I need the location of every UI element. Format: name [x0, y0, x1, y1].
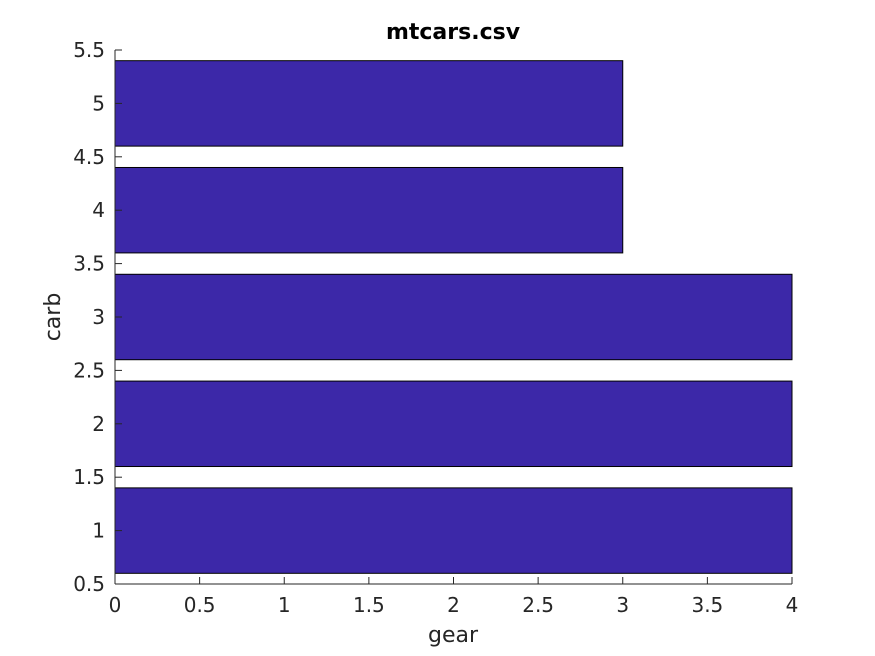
x-tick-label: 1.5: [353, 593, 385, 617]
bar-carb-2: [114, 380, 793, 468]
x-ticks-group: 0 0.5 1 1.5 2 2.5 3 3.5 4: [109, 577, 799, 617]
y-tick-label: 3: [92, 305, 105, 329]
y-axis-label: carb: [41, 293, 66, 342]
x-tick-label: 2.5: [522, 593, 554, 617]
y-tick-label: 0.5: [73, 572, 105, 596]
y-tick-label: 2.5: [73, 358, 105, 382]
x-axis-label: gear: [428, 623, 479, 648]
bars-group: [114, 60, 793, 574]
x-tick-label: 0: [109, 593, 122, 617]
y-tick-label: 5.5: [73, 38, 105, 62]
x-tick-label: 0.5: [184, 593, 216, 617]
x-tick-label: 2: [447, 593, 460, 617]
y-tick-label: 1: [92, 519, 105, 543]
y-tick-label: 4.5: [73, 145, 105, 169]
bar-carb-5: [114, 60, 624, 147]
x-tick-label: 3: [616, 593, 629, 617]
bar-carb-1: [114, 487, 793, 574]
x-tick-label: 1: [278, 593, 291, 617]
y-tick-label: 2: [92, 412, 105, 436]
bar-carb-4: [114, 166, 624, 254]
y-tick-label: 5: [92, 91, 105, 115]
y-ticks-group: 0.5 1 1.5 2 2.5 3 3.5 4 4.5 5 5.5: [73, 38, 122, 596]
y-tick-label: 1.5: [73, 465, 105, 489]
y-tick-label: 3.5: [73, 252, 105, 276]
x-tick-label: 3.5: [691, 593, 723, 617]
y-tick-label: 4: [92, 198, 105, 222]
x-tick-label: 4: [786, 593, 799, 617]
chart-title: mtcars.csv: [386, 20, 521, 45]
bar-carb-3: [114, 273, 793, 361]
